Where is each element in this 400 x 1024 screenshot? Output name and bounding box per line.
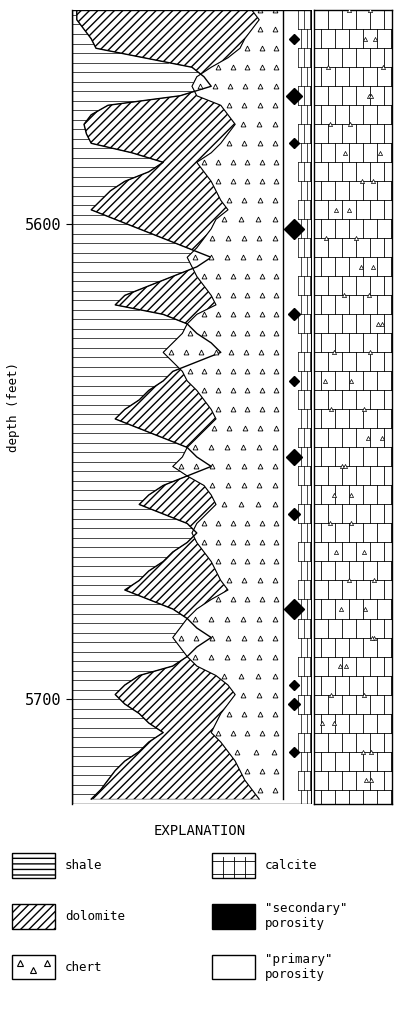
Text: EXPLANATION: EXPLANATION bbox=[154, 824, 246, 838]
Text: shale: shale bbox=[65, 859, 102, 872]
Bar bbox=[212, 955, 255, 980]
Bar bbox=[12, 955, 55, 980]
Bar bbox=[212, 904, 255, 929]
Text: dolomite: dolomite bbox=[65, 910, 125, 923]
Bar bbox=[12, 853, 55, 878]
Text: calcite: calcite bbox=[265, 859, 317, 872]
Bar bbox=[12, 853, 55, 878]
Text: chert: chert bbox=[65, 961, 102, 974]
Bar bbox=[212, 853, 255, 878]
Bar bbox=[12, 904, 55, 929]
Text: "secondary"
porosity: "secondary" porosity bbox=[265, 902, 347, 931]
Text: "primary"
porosity: "primary" porosity bbox=[265, 953, 332, 981]
Y-axis label: depth (feet): depth (feet) bbox=[6, 362, 20, 452]
Bar bbox=[12, 904, 55, 929]
